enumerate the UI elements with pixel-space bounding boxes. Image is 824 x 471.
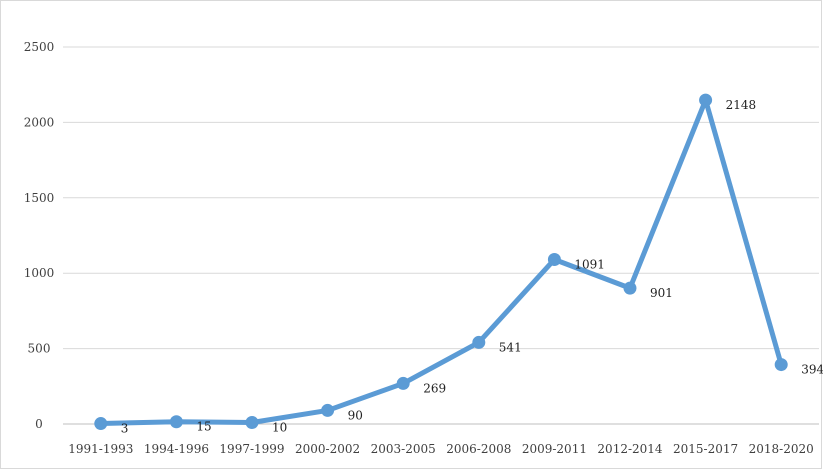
data-point-marker [623,281,637,295]
data-label: 2148 [726,98,757,112]
y-axis-ticks: 0 500 1000 1500 2000 2500 [24,40,55,431]
y-tick-label: 500 [28,342,51,356]
data-point-marker [94,417,108,431]
data-point-marker [699,93,713,107]
y-tick-label: 0 [35,417,43,431]
x-tick-label: 2018-2020 [749,442,814,456]
x-tick-label: 1997-1999 [219,442,284,456]
x-tick-label: 2015-2017 [673,442,738,456]
data-point-marker [321,403,335,417]
data-labels: 3 15 10 90 269 541 1091 901 2148 394 [121,98,823,435]
data-point-marker [547,252,561,266]
x-tick-label: 1994-1996 [144,442,209,456]
y-tick-label: 1500 [24,191,55,205]
data-point-marker [774,358,788,372]
data-label: 1091 [574,257,605,271]
data-label: 15 [196,420,211,434]
x-tick-label: 2009-2011 [522,442,587,456]
gridlines [63,46,819,425]
y-tick-label: 2500 [24,40,55,54]
data-label: 90 [348,408,363,422]
y-tick-label: 1000 [24,266,55,280]
data-label: 541 [499,340,522,354]
y-tick-label: 2000 [24,115,55,129]
data-label: 394 [801,363,823,377]
data-point-marker [396,376,410,390]
series-polyline [98,97,784,427]
x-tick-label: 2000-2002 [295,442,360,456]
x-tick-label: 1991-1993 [68,442,133,456]
x-axis-ticks: 1991-1993 1994-1996 1997-1999 2000-2002 2003… [68,442,814,456]
data-point-marker [169,415,183,429]
x-tick-label: 2012-2014 [597,442,662,456]
data-label: 269 [423,381,446,395]
series-line [94,93,788,431]
data-point-marker [472,335,486,349]
data-label: 3 [121,422,129,436]
data-point-marker [245,415,259,429]
data-label: 901 [650,286,673,300]
x-tick-label: 2006-2008 [446,442,511,456]
x-tick-label: 2003-2005 [371,442,436,456]
data-label: 10 [272,420,287,434]
